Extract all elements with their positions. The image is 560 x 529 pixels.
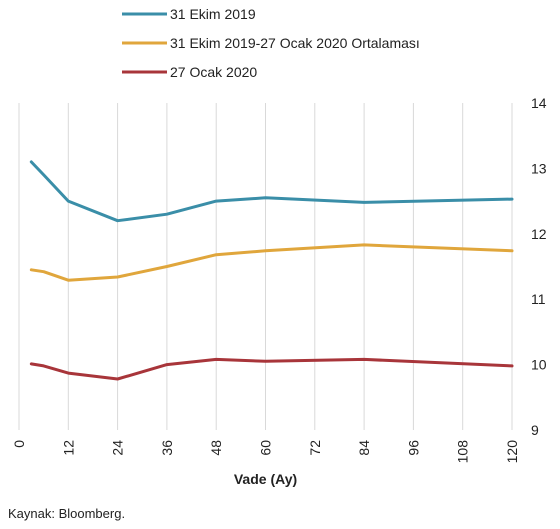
legend-item: 31 Ekim 2019-27 Ocak 2020 Ortalaması [122,35,420,51]
x-tick-label: 36 [159,440,175,456]
x-axis-tick-labels: 0 12 24 36 48 60 72 84 96 108 120 [11,440,520,464]
y-tick-label: 10 [531,357,547,373]
x-tick-label: 48 [208,440,224,456]
x-axis-title: Vade (Ay) [234,471,297,487]
chart-legend: 31 Ekim 2019 31 Ekim 2019-27 Ocak 2020 Or… [122,6,420,80]
y-tick-label: 13 [531,160,547,176]
x-tick-label: 60 [258,440,274,456]
source-note: Kaynak: Bloomberg. [8,506,126,521]
series-line-1 [29,160,514,223]
series-line-2 [29,243,514,282]
x-tick-label: 24 [110,440,126,456]
x-tick-label: 96 [405,440,421,456]
x-tick-label: 84 [356,440,372,456]
x-tick-label: 0 [11,440,27,448]
series-lines [29,160,514,381]
series-line-3 [29,357,514,381]
legend-label: 31 Ekim 2019-27 Ocak 2020 Ortalaması [170,35,420,51]
y-axis-tick-labels: 9 10 11 12 13 14 [531,95,547,438]
vertical-gridlines [18,103,513,430]
legend-item: 27 Ocak 2020 [122,64,257,80]
yield-curve-chart: 31 Ekim 2019 31 Ekim 2019-27 Ocak 2020 Or… [11,6,547,487]
y-tick-label: 9 [531,422,539,438]
legend-label: 27 Ocak 2020 [170,64,257,80]
y-tick-label: 14 [531,95,547,111]
y-tick-label: 11 [531,291,546,307]
y-tick-label: 12 [531,226,547,242]
x-tick-label: 108 [455,440,471,464]
x-tick-label: 72 [307,440,323,456]
legend-item: 31 Ekim 2019 [122,6,256,22]
legend-label: 31 Ekim 2019 [170,6,256,22]
x-tick-label: 120 [504,440,520,464]
x-tick-label: 12 [60,440,76,456]
